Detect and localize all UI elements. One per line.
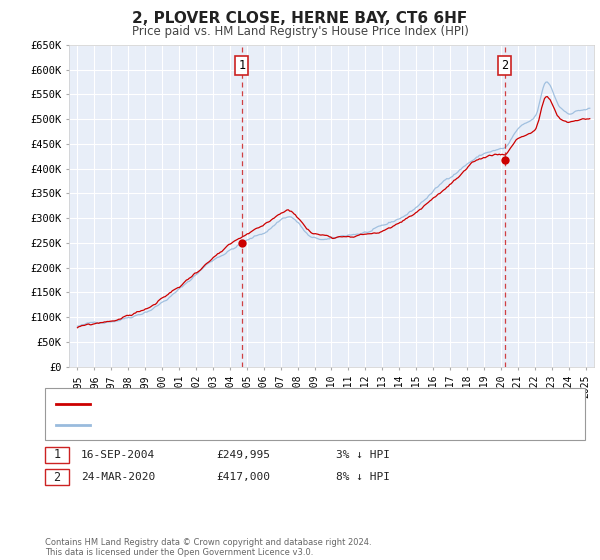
Text: 16-SEP-2004: 16-SEP-2004: [81, 450, 155, 460]
Text: 2, PLOVER CLOSE, HERNE BAY, CT6 6HF: 2, PLOVER CLOSE, HERNE BAY, CT6 6HF: [133, 11, 467, 26]
Text: 2: 2: [53, 470, 61, 484]
Text: £249,995: £249,995: [216, 450, 270, 460]
Text: 2: 2: [501, 59, 508, 72]
Text: Contains HM Land Registry data © Crown copyright and database right 2024.
This d: Contains HM Land Registry data © Crown c…: [45, 538, 371, 557]
Text: HPI: Average price, detached house, Canterbury: HPI: Average price, detached house, Cant…: [97, 420, 349, 430]
Text: 2, PLOVER CLOSE, HERNE BAY, CT6 6HF (detached house): 2, PLOVER CLOSE, HERNE BAY, CT6 6HF (det…: [97, 399, 399, 409]
Text: 1: 1: [238, 59, 245, 72]
Text: 24-MAR-2020: 24-MAR-2020: [81, 472, 155, 482]
Text: £417,000: £417,000: [216, 472, 270, 482]
Text: 3% ↓ HPI: 3% ↓ HPI: [336, 450, 390, 460]
Text: Price paid vs. HM Land Registry's House Price Index (HPI): Price paid vs. HM Land Registry's House …: [131, 25, 469, 38]
Text: 1: 1: [53, 448, 61, 461]
Text: 8% ↓ HPI: 8% ↓ HPI: [336, 472, 390, 482]
